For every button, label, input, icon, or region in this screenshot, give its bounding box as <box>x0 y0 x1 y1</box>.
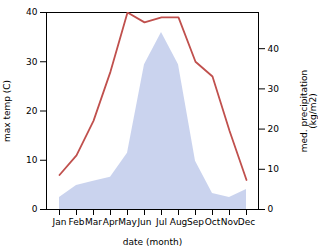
svg-text:Apr: Apr <box>103 217 119 227</box>
svg-text:Mar: Mar <box>85 217 102 227</box>
svg-text:max temp (C): max temp (C) <box>2 80 12 142</box>
svg-text:Aug: Aug <box>170 217 188 227</box>
svg-text:Nov: Nov <box>221 217 239 227</box>
svg-text:Dec: Dec <box>238 217 255 227</box>
svg-text:Oct: Oct <box>205 217 221 227</box>
svg-text:Sep: Sep <box>187 217 204 227</box>
svg-text:Jul: Jul <box>155 217 167 227</box>
svg-text:Jan: Jan <box>52 217 67 227</box>
svg-text:0: 0 <box>268 204 274 214</box>
svg-text:30: 30 <box>268 84 280 94</box>
svg-text:40: 40 <box>26 7 38 17</box>
svg-text:10: 10 <box>268 164 280 174</box>
svg-text:date (month): date (month) <box>123 237 182 247</box>
svg-text:May: May <box>118 217 137 227</box>
svg-text:Feb: Feb <box>69 217 85 227</box>
svg-text:med. precipitation(kg/m2): med. precipitation(kg/m2) <box>299 70 318 152</box>
svg-text:20: 20 <box>268 124 280 134</box>
svg-text:10: 10 <box>26 155 38 165</box>
svg-text:30: 30 <box>26 57 38 67</box>
svg-text:20: 20 <box>26 106 38 116</box>
svg-text:0: 0 <box>32 204 38 214</box>
svg-text:Jun: Jun <box>136 217 151 227</box>
svg-text:40: 40 <box>268 44 280 54</box>
